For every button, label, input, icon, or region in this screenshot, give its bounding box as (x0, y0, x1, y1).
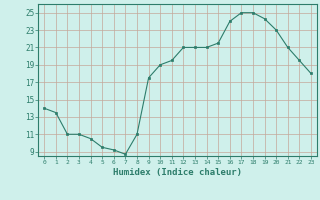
X-axis label: Humidex (Indice chaleur): Humidex (Indice chaleur) (113, 168, 242, 177)
